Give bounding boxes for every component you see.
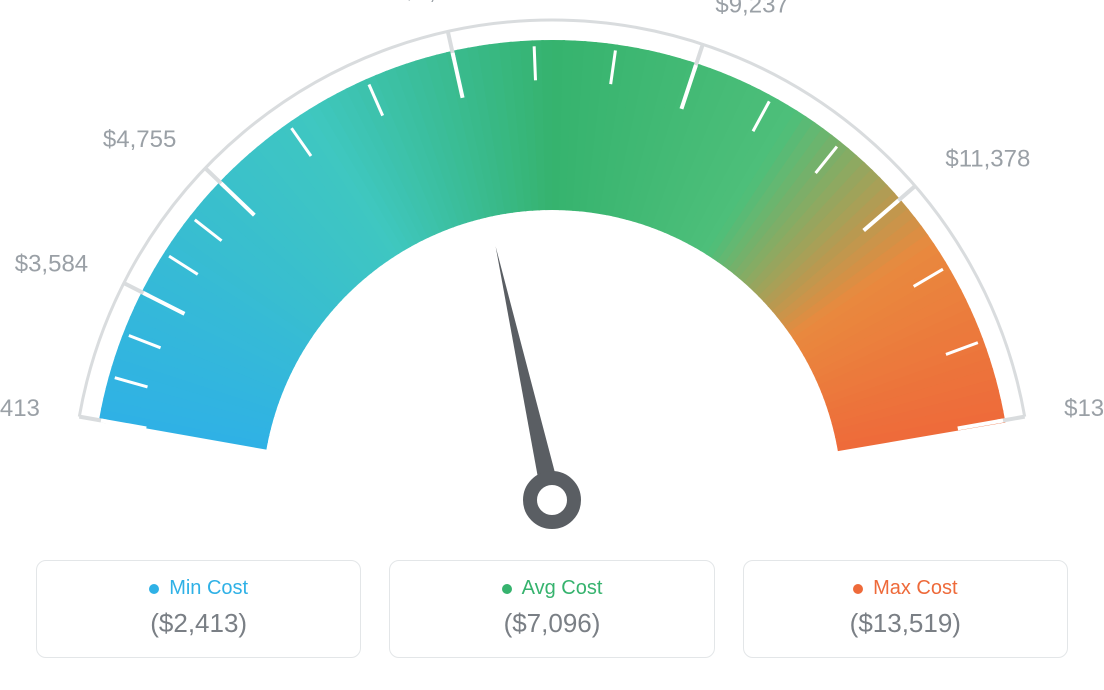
min-dot-icon [149,584,159,594]
avg-cost-title: Avg Cost [522,577,603,600]
cost-gauge: $2,413 $3,584 $4,755 $7,096 $9,237 $11,378 $13… [0,0,1104,560]
summary-cards: Min Cost ($2,413) Avg Cost ($7,096) Max … [0,560,1104,682]
gauge-svg: $2,413 $3,584 $4,755 $7,096 $9,237 $11,378 $13… [0,0,1104,560]
max-dot-icon [853,584,863,594]
max-cost-title-row: Max Cost [853,577,957,600]
max-cost-title: Max Cost [873,577,957,600]
scale-label: $9,237 [715,0,788,19]
max-cost-card: Max Cost ($13,519) [743,560,1068,658]
gauge-needle [496,246,562,504]
scale-label: $11,378 [945,145,1030,172]
min-cost-title-row: Min Cost [149,577,248,600]
scale-label: $3,584 [15,250,88,277]
min-cost-value: ($2,413) [57,608,340,639]
min-cost-card: Min Cost ($2,413) [36,560,361,658]
scale-label: $4,755 [103,126,176,153]
scale-label: $7,096 [402,0,475,5]
avg-cost-title-row: Avg Cost [502,577,603,600]
avg-dot-icon [502,584,512,594]
max-cost-value: ($13,519) [764,608,1047,639]
gauge-hub [530,478,574,522]
min-cost-title: Min Cost [169,577,248,600]
avg-cost-card: Avg Cost ($7,096) [389,560,714,658]
scale-label: $13,519 [1064,395,1104,422]
scale-label: $2,413 [0,395,40,422]
avg-cost-value: ($7,096) [410,608,693,639]
